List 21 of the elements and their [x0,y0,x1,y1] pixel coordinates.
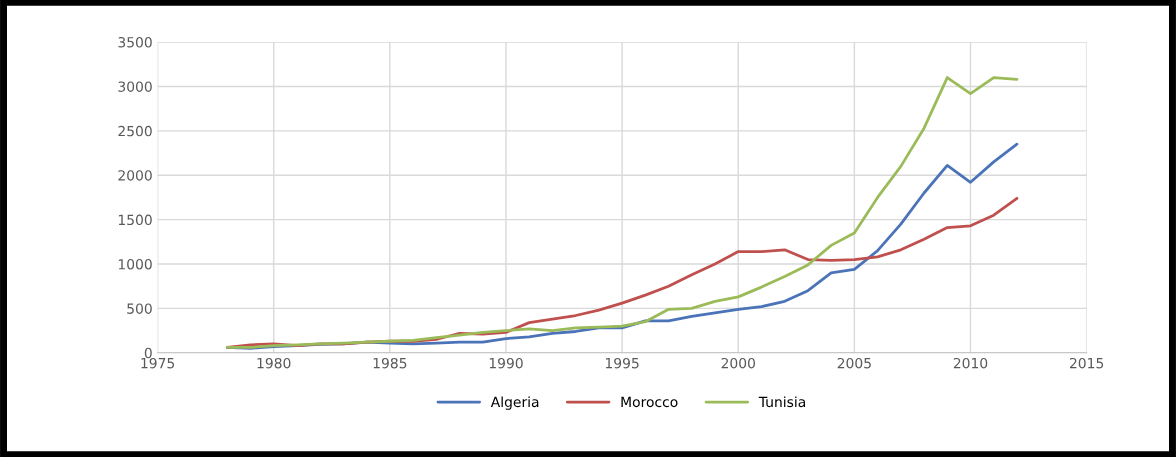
x-tick-label: 1995 [605,357,639,369]
x-tick-label: 2015 [1069,357,1104,369]
y-tick-label: 3000 [118,81,152,92]
y-tick-label: 2000 [118,170,152,181]
x-tick-label: 1990 [489,357,523,369]
y-tick-label: 1000 [118,258,152,270]
legend-label: Morocco [621,396,678,408]
x-tick-label: 1985 [373,357,407,369]
line-series [225,76,1019,349]
legend-label: Algeria [490,396,539,410]
y-tick-label: 0 [144,347,152,359]
legend-label: Tunisia [758,396,805,408]
x-tick-label: 2005 [837,357,871,369]
y-tick-label: 1500 [118,214,152,226]
x-tick-label: 1975 [141,357,175,369]
x-tick-label: 1980 [257,357,291,369]
y-tick-label: 2500 [118,125,152,137]
y-tick-label: 500 [127,303,152,314]
x-tick-label: 2000 [721,357,755,369]
x-tick-label: 2010 [953,357,988,369]
y-tick-label: 3500 [118,37,152,48]
